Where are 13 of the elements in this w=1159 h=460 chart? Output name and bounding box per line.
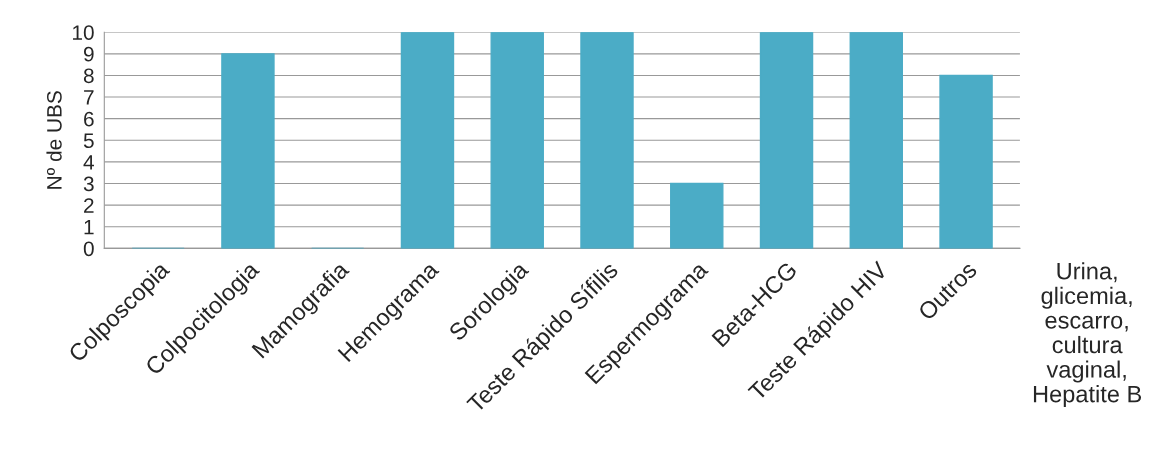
y-tick-label: 1 [84, 220, 94, 235]
text: Urina, glicemia, escarro, cultura vaginal, Hepatite B [1033, 262, 1142, 408]
y-tick-label: 6 [84, 111, 94, 127]
y-tick-label: 2 [84, 198, 94, 213]
y-tick-label: 9 [83, 46, 94, 62]
y-tick-label: 10 [73, 25, 94, 40]
y-tick-label: 5 [83, 133, 94, 149]
y-tick-label: 7 [84, 90, 94, 105]
y-tick-label: 4 [83, 155, 94, 170]
y-axis-title: Nº de UBS [46, 91, 62, 189]
y-tick-label: 8 [83, 68, 94, 84]
y-tick-label: 0 [83, 241, 94, 257]
y-tick-label: 3 [83, 176, 94, 192]
